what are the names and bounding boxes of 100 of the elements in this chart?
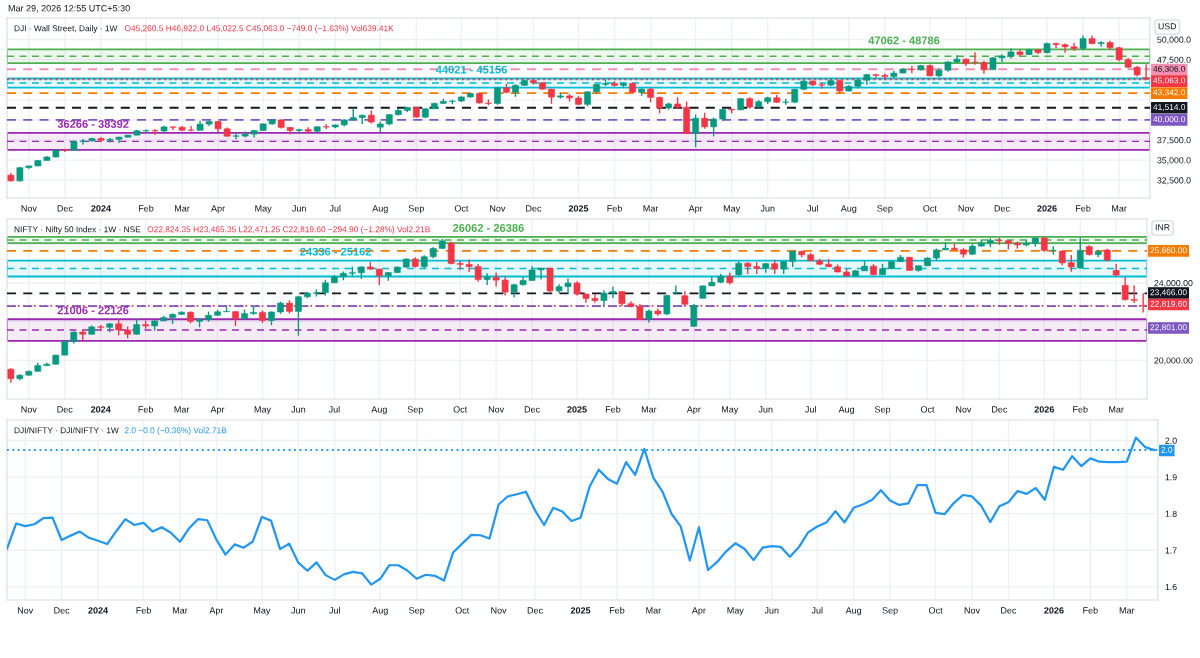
x-tick-label: Sep [409,607,425,616]
x-tick-label: Jul [805,405,816,413]
x-tick-label: Nov [21,205,37,212]
y-tick-label: 1.6 [1165,583,1177,591]
ref-line-label: 41,514.0 [1153,104,1186,111]
x-tick-label: Mar [1119,607,1135,614]
x-tick-label: Jun [291,406,306,413]
candlestick [546,267,554,293]
ref-line-label: 22,819.60 [1150,300,1187,308]
text: DJI/NIFTY · DJI/NIFTY · 1W [14,427,119,434]
y-axis-title: USD [1158,23,1177,30]
x-tick-label: Oct [455,607,470,614]
x-tick-label: Nov [491,607,507,614]
candlestick [1076,237,1084,270]
x-tick-label: Apr [209,607,224,616]
ref-line-label: 40,000.0 [1153,116,1186,124]
x-tick-label: Mar [172,607,188,614]
y-tick-label: 1.7 [1165,547,1177,554]
x-tick-label: Mar [643,205,659,212]
x-tick-label: 2026 [1044,607,1064,614]
x-tick-label: Jun [291,607,306,614]
x-tick-label: Aug [845,607,862,616]
x-tick-label: Dec [527,607,543,614]
x-tick-label: Oct [453,406,468,413]
x-tick-label: Sep [407,406,423,415]
y-axis-title: INR [1155,224,1170,231]
x-tick-label: Sep [874,406,891,415]
x-tick-label: 2026 [1037,205,1057,212]
x-tick-label: Dec [526,205,542,212]
text: NIFTY · Nifty 50 Index · 1W · NSE [14,226,141,234]
x-tick-label: Jun [764,607,779,614]
x-tick-label: Jul [329,204,341,212]
x-tick-label: 2025 [567,406,587,413]
candlestick [692,113,699,148]
x-tick-label: Apr [688,205,703,214]
x-tick-label: Aug [372,205,388,214]
x-tick-label: Jul [328,405,340,413]
x-tick-label: 2024 [88,607,109,614]
x-tick-label: Dec [54,607,70,614]
x-tick-label: Mar [175,205,190,212]
x-tick-label: Apr [686,406,701,415]
annotation: 47062 - 48786 [868,36,940,45]
x-tick-label: Jul [807,204,818,212]
x-tick-label: Feb [138,204,154,212]
x-tick-label: Dec [57,205,73,212]
x-tick-label: Aug [840,205,857,214]
x-tick-label: Jul [811,606,823,614]
y-tick-label: 20,000.00 [1154,357,1193,365]
x-tick-label: Nov [17,607,34,614]
x-tick-label: Aug [371,406,387,415]
x-tick-label: Nov [490,205,506,212]
text: 2.0 −0.0 (−0.36%) Vol2.71B [124,427,227,435]
x-tick-label: Oct [923,205,937,212]
x-tick-label: Dec [57,406,73,413]
x-tick-label: Sep [882,607,898,616]
x-tick-label: May [254,406,271,415]
candlestick [151,128,159,136]
x-tick-label: Oct [920,406,935,413]
x-tick-label: Nov [964,607,981,614]
y-tick-label: 50,000.0 [1157,36,1191,44]
y-tick-label: 47,500.0 [1157,56,1191,64]
x-tick-label: May [727,607,744,616]
annotation: 36266 - 38392 [57,120,129,128]
x-tick-label: Feb [138,405,154,413]
ref-line-label: 23,466.00 [1150,289,1187,297]
candlestick [1097,40,1105,48]
x-tick-label: Feb [607,204,622,212]
x-tick-label: 2025 [570,607,591,614]
x-tick-label: 2026 [1034,406,1055,413]
candlestick [295,295,302,337]
annotation: 24336 - 25162 [300,247,372,256]
text: O45,260.5 H46,922.0 L45,022.5 C45,063.0 −749.0 (−1.63%) Vol639.41K [124,25,394,33]
x-tick-label: Nov [958,205,974,212]
x-tick-label: Mar [174,406,190,413]
x-tick-label: Apr [691,607,706,616]
x-tick-label: Feb [1073,405,1088,413]
x-tick-label: Nov [21,406,37,413]
x-tick-label: Feb [1076,204,1091,212]
x-tick-label: May [721,406,739,415]
annotation: 26062 - 26386 [452,224,524,232]
x-tick-label: Mar [1112,205,1127,212]
x-tick-label: 2024 [90,406,111,413]
x-tick-label: 2024 [91,205,111,212]
y-tick-label: 37,500.0 [1157,137,1191,145]
x-tick-label: Dec [994,205,1010,212]
ref-line-label: 46,306.0 [1153,65,1186,73]
x-tick-label: Jun [760,205,775,212]
x-tick-label: Aug [372,607,388,616]
x-tick-label: Apr [211,205,225,214]
ref-line-label: 25,660.00 [1150,247,1187,255]
x-tick-label: Nov [956,406,972,413]
x-tick-label: Feb [605,405,621,413]
annotation: 44021 - 45156 [435,65,507,74]
y-tick-label: 1.8 [1165,510,1177,517]
y-tick-label: 32,500.0 [1157,177,1191,185]
text: Mar 29, 2026 12:55 UTC+5:30 [8,5,130,13]
x-tick-label: Feb [1083,606,1098,614]
x-tick-label: Mar [1109,406,1124,413]
line-series [7,436,1156,586]
ref-line-label: 43,342.0 [1153,89,1186,97]
